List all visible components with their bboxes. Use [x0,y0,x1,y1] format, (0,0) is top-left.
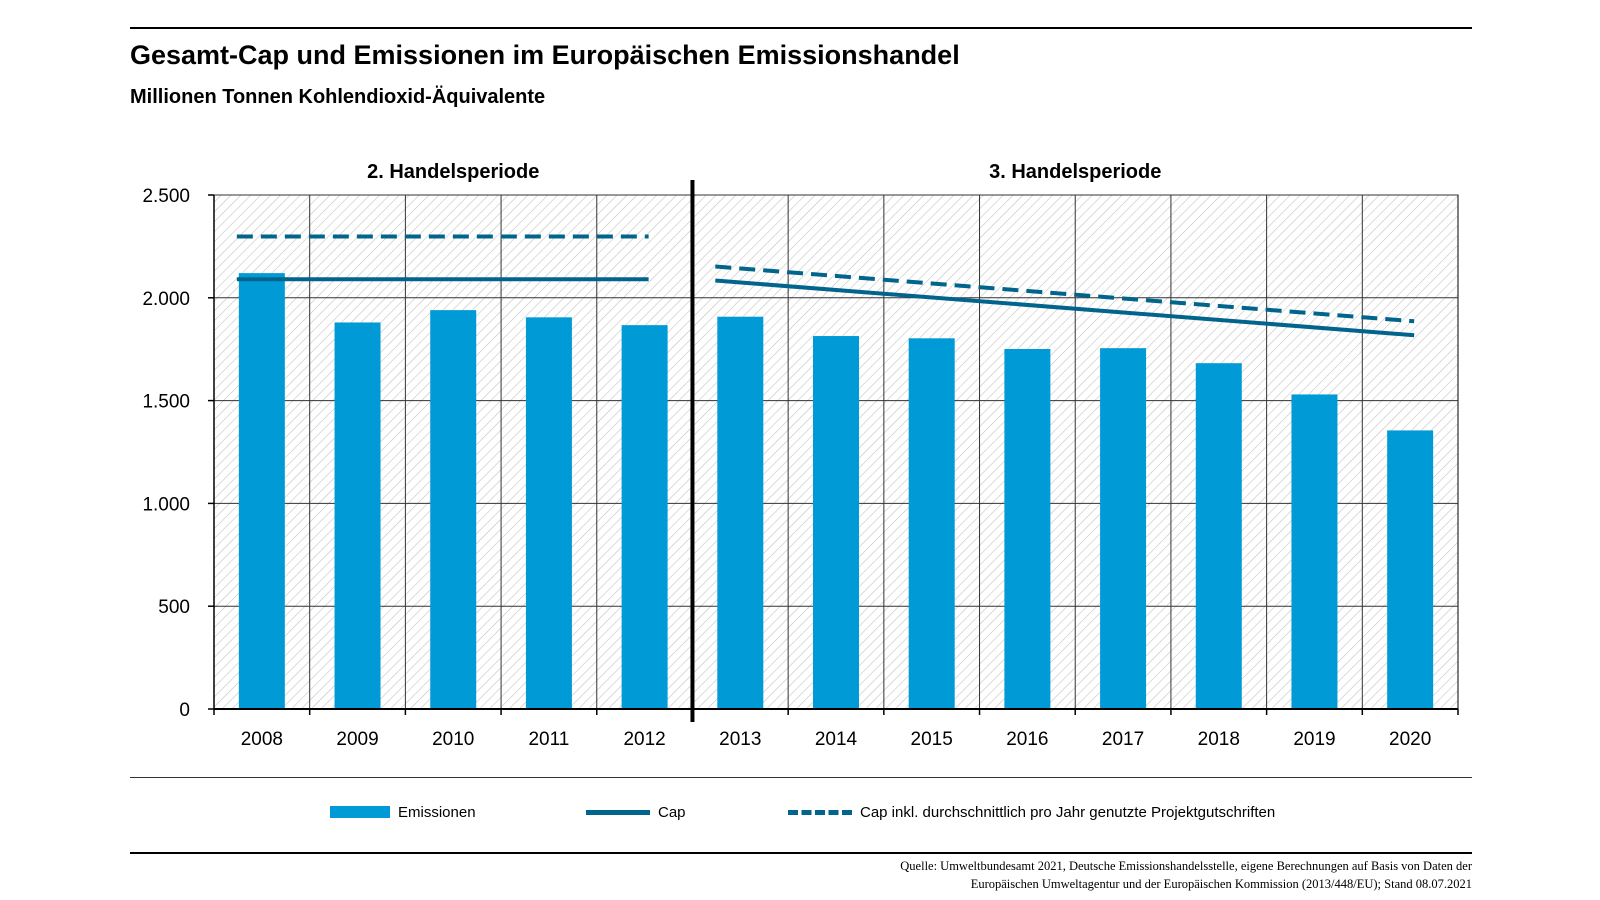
y-tick-label: 1.000 [142,494,190,515]
legend-label-emissions: Emissionen [398,803,476,821]
legend-swatch-emissions [330,806,390,818]
y-tick-label: 0 [179,700,190,721]
line-cap [715,278,1415,338]
legend-label-cap-project: Cap inkl. durchschnittlich pro Jahr genu… [860,803,1276,821]
bar-emissions [908,338,955,709]
bar-emissions [525,317,572,709]
x-tick-label: 2008 [241,729,283,750]
x-tick-label: 2016 [1006,729,1048,750]
legend-item-cap-project: Cap inkl. durchschnittlich pro Jahr genu… [788,800,1275,824]
source-note: Quelle: Umweltbundesamt 2021, Deutsche E… [900,857,1472,893]
x-tick-label: 2010 [432,729,474,750]
bottom-rule [130,852,1472,854]
bar-emissions [430,310,477,709]
x-tick-label: 2014 [815,729,858,750]
legend-rule [130,777,1472,778]
bar-emissions [238,273,285,709]
legend-swatch-cap [586,809,650,815]
bar-emissions [1195,363,1242,709]
chart: 0 500 1.000 1.500 2.000 2.500 2008 2009 2010 2011… [142,161,1459,750]
y-tick-label: 1.500 [142,392,190,413]
bar-emissions [334,322,381,709]
source-line-1: Quelle: Umweltbundesamt 2021, Deutsche E… [900,859,1472,873]
chart-subtitle: Millionen Tonnen Kohlendioxid-Äquivalent… [130,86,546,108]
y-tick-label: 2.000 [142,289,190,310]
bar-emissions [717,316,764,709]
x-tick-label: 2017 [1102,729,1144,750]
period-label: 2. Handelsperiode [367,161,539,183]
x-tick-label: 2011 [528,729,569,750]
bar-emissions [1291,394,1338,709]
x-tick-label: 2019 [1293,729,1335,750]
legend-item-emissions: Emissionen [330,800,476,824]
chart-title: Gesamt-Cap und Emissionen im Europäische… [130,40,960,70]
x-tick-label: 2018 [1198,729,1240,750]
line-cap-project [715,264,1415,324]
legend-item-cap: Cap [586,800,686,824]
bar-emissions [1387,430,1434,709]
period-label: 3. Handelsperiode [989,161,1161,183]
y-tick-label: 500 [158,597,190,618]
legend-swatch-cap-project [788,809,852,815]
legend-label-cap: Cap [658,803,686,821]
cap-lines [236,234,1415,338]
bars-emissions [238,273,1434,709]
bar-emissions [813,336,859,709]
bar-emissions [621,325,668,709]
y-tick-label: 2.500 [142,186,190,207]
axes [208,180,1459,722]
source-line-2: Europäischen Umweltagentur und der Europ… [970,877,1472,891]
x-tick-label: 2020 [1389,729,1431,750]
x-tick-label: 2015 [911,729,953,750]
x-tick-label: 2009 [336,729,378,750]
x-tick-label: 2012 [623,729,665,750]
top-rule [130,27,1472,29]
bar-emissions [1100,348,1147,709]
axis-labels: 0 500 1.000 1.500 2.000 2.500 2008 2009 2010 2011… [142,161,1431,750]
bar-emissions [1004,348,1051,709]
x-tick-label: 2013 [719,729,761,750]
